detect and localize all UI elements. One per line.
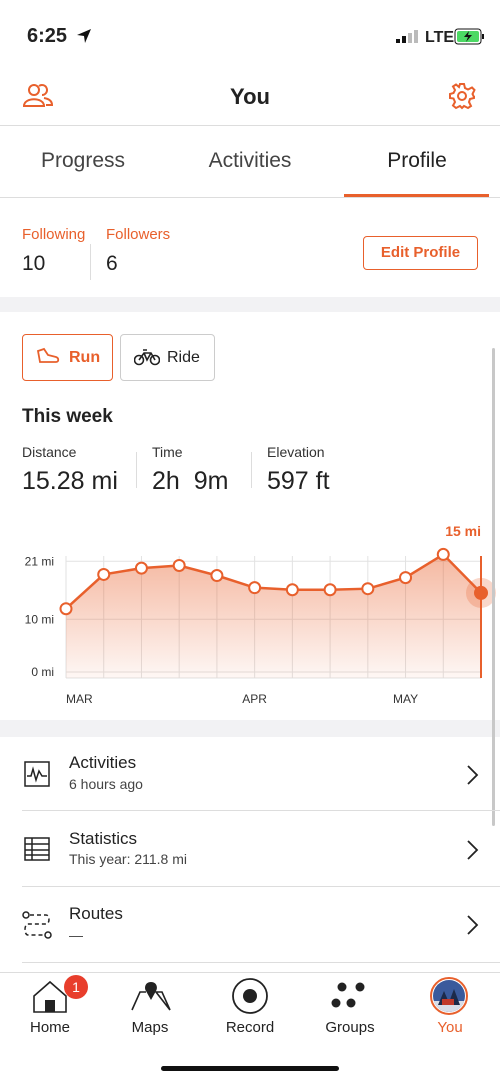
point bbox=[210, 569, 224, 583]
divider bbox=[22, 810, 500, 811]
tab[interactable]: Activities bbox=[208, 149, 292, 172]
point bbox=[134, 561, 148, 575]
time: 6:25 bbox=[27, 25, 68, 47]
area bbox=[66, 554, 481, 678]
location-icon bbox=[77, 29, 91, 43]
divider bbox=[0, 197, 500, 198]
x-tick-label: MAY bbox=[393, 692, 418, 706]
x-tick-label: APR bbox=[242, 692, 267, 706]
tab-label[interactable]: Maps bbox=[131, 1019, 169, 1036]
point bbox=[59, 602, 73, 616]
divider bbox=[22, 886, 500, 887]
run-label[interactable]: Run bbox=[69, 349, 101, 366]
friends-icon[interactable] bbox=[22, 82, 54, 110]
y-tick-label: 0 mi bbox=[31, 665, 54, 679]
battery-icon bbox=[454, 28, 484, 45]
section-gap bbox=[0, 297, 500, 312]
divider bbox=[0, 125, 500, 126]
point bbox=[436, 547, 450, 561]
point-selected bbox=[474, 585, 488, 600]
following-label[interactable]: Following bbox=[22, 226, 86, 243]
followers-label[interactable]: Followers bbox=[106, 226, 171, 243]
stat-label: Time bbox=[152, 444, 183, 460]
point bbox=[361, 582, 375, 596]
stat-value: 2h 9m bbox=[152, 467, 229, 495]
section-gap bbox=[0, 720, 500, 737]
scrollbar bbox=[492, 348, 495, 826]
badge: 1 bbox=[64, 975, 88, 999]
divider bbox=[22, 962, 500, 963]
menu-subtitle: 6 hours ago bbox=[69, 776, 143, 792]
signal-icon bbox=[396, 30, 418, 43]
tab-active[interactable]: Profile bbox=[387, 149, 447, 172]
activities-icon bbox=[24, 761, 50, 787]
tab-label[interactable]: Groups bbox=[325, 1019, 375, 1036]
ride-label[interactable]: Ride bbox=[167, 349, 200, 366]
following-count[interactable]: 10 bbox=[22, 252, 46, 275]
tab-label[interactable]: Home bbox=[29, 1019, 70, 1036]
stat-value: 15.28 mi bbox=[22, 467, 118, 495]
followers-count[interactable]: 6 bbox=[106, 252, 118, 275]
settings-icon[interactable] bbox=[448, 82, 476, 110]
tab[interactable]: Progress bbox=[40, 149, 126, 172]
chevron[interactable] bbox=[466, 839, 480, 861]
record-icon[interactable] bbox=[231, 977, 269, 1015]
groups-icon[interactable] bbox=[330, 980, 370, 1012]
divider bbox=[90, 244, 91, 280]
divider bbox=[0, 972, 500, 973]
stat-label: Elevation bbox=[267, 444, 325, 460]
point bbox=[285, 583, 299, 597]
x-tick-label: MAR bbox=[66, 692, 93, 706]
bike-icon bbox=[134, 349, 160, 366]
tab-indicator bbox=[344, 194, 489, 197]
divider bbox=[136, 452, 137, 488]
value-label: 15 mi bbox=[445, 523, 481, 539]
menu-subtitle: — bbox=[69, 927, 83, 943]
point bbox=[399, 571, 413, 585]
section-title: This week bbox=[22, 406, 113, 427]
y-tick-label: 10 mi bbox=[25, 612, 54, 626]
chart: 0 mi 10 mi 21 mi 15 mi MAR APR MAY bbox=[25, 523, 496, 706]
chevron[interactable] bbox=[466, 914, 480, 936]
stat-value: 597 ft bbox=[267, 467, 330, 495]
network: LTE bbox=[425, 29, 455, 46]
home-indicator bbox=[161, 1066, 339, 1071]
header-title: You bbox=[230, 84, 270, 109]
divider bbox=[251, 452, 252, 488]
point bbox=[97, 567, 111, 581]
edit-profile-button[interactable]: Edit Profile bbox=[363, 236, 478, 270]
chevron[interactable] bbox=[466, 764, 480, 786]
run-button[interactable] bbox=[22, 334, 113, 381]
menu-title[interactable]: Routes bbox=[69, 904, 123, 923]
menu-subtitle: This year: 211.8 mi bbox=[69, 851, 188, 867]
point bbox=[248, 581, 262, 595]
point bbox=[172, 558, 186, 572]
y-tick-label: 21 mi bbox=[25, 554, 54, 568]
tab-label[interactable]: You bbox=[437, 1019, 463, 1036]
tab-label[interactable]: Record bbox=[225, 1019, 275, 1036]
home-icon[interactable] bbox=[32, 976, 68, 1014]
stat-label: Distance bbox=[22, 444, 77, 460]
point bbox=[323, 583, 337, 597]
shoe-icon bbox=[36, 347, 60, 363]
ride-button[interactable] bbox=[120, 334, 215, 381]
routes-icon bbox=[22, 911, 52, 939]
maps-icon[interactable] bbox=[130, 980, 172, 1012]
menu-title[interactable]: Statistics bbox=[69, 829, 138, 848]
menu-title[interactable]: Activities bbox=[69, 753, 137, 772]
avatar[interactable] bbox=[430, 977, 468, 1015]
statistics-icon bbox=[24, 837, 50, 861]
